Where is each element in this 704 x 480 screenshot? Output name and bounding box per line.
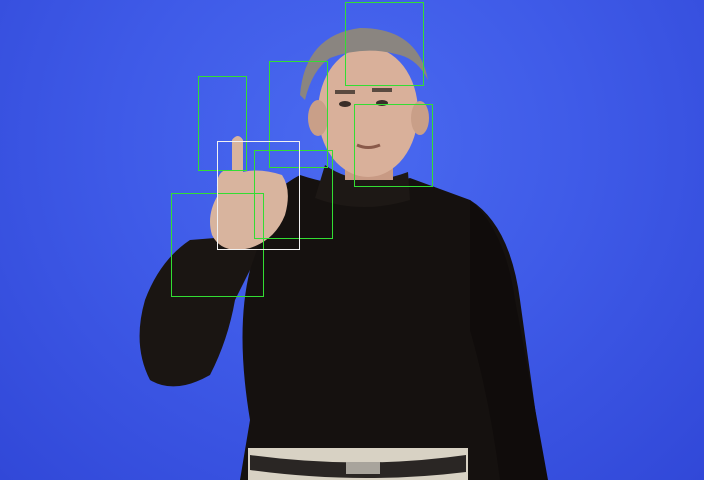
head [318, 47, 418, 177]
detection-box [345, 2, 424, 86]
brow-left [335, 90, 355, 94]
brow-right [372, 88, 392, 92]
eye-left [339, 101, 351, 107]
right-ear [411, 101, 429, 135]
raised-arm [139, 232, 262, 387]
hair [300, 28, 428, 100]
detection-box [198, 76, 247, 171]
highlight-box [217, 141, 300, 250]
detection-box [254, 150, 333, 239]
mouth [356, 143, 381, 149]
detection-box [354, 104, 433, 187]
sweater-torso [240, 175, 545, 480]
hand [210, 136, 288, 250]
belt-buckle [346, 462, 380, 474]
left-ear [308, 100, 328, 136]
lower-arm [470, 200, 548, 480]
detection-box [269, 61, 328, 168]
